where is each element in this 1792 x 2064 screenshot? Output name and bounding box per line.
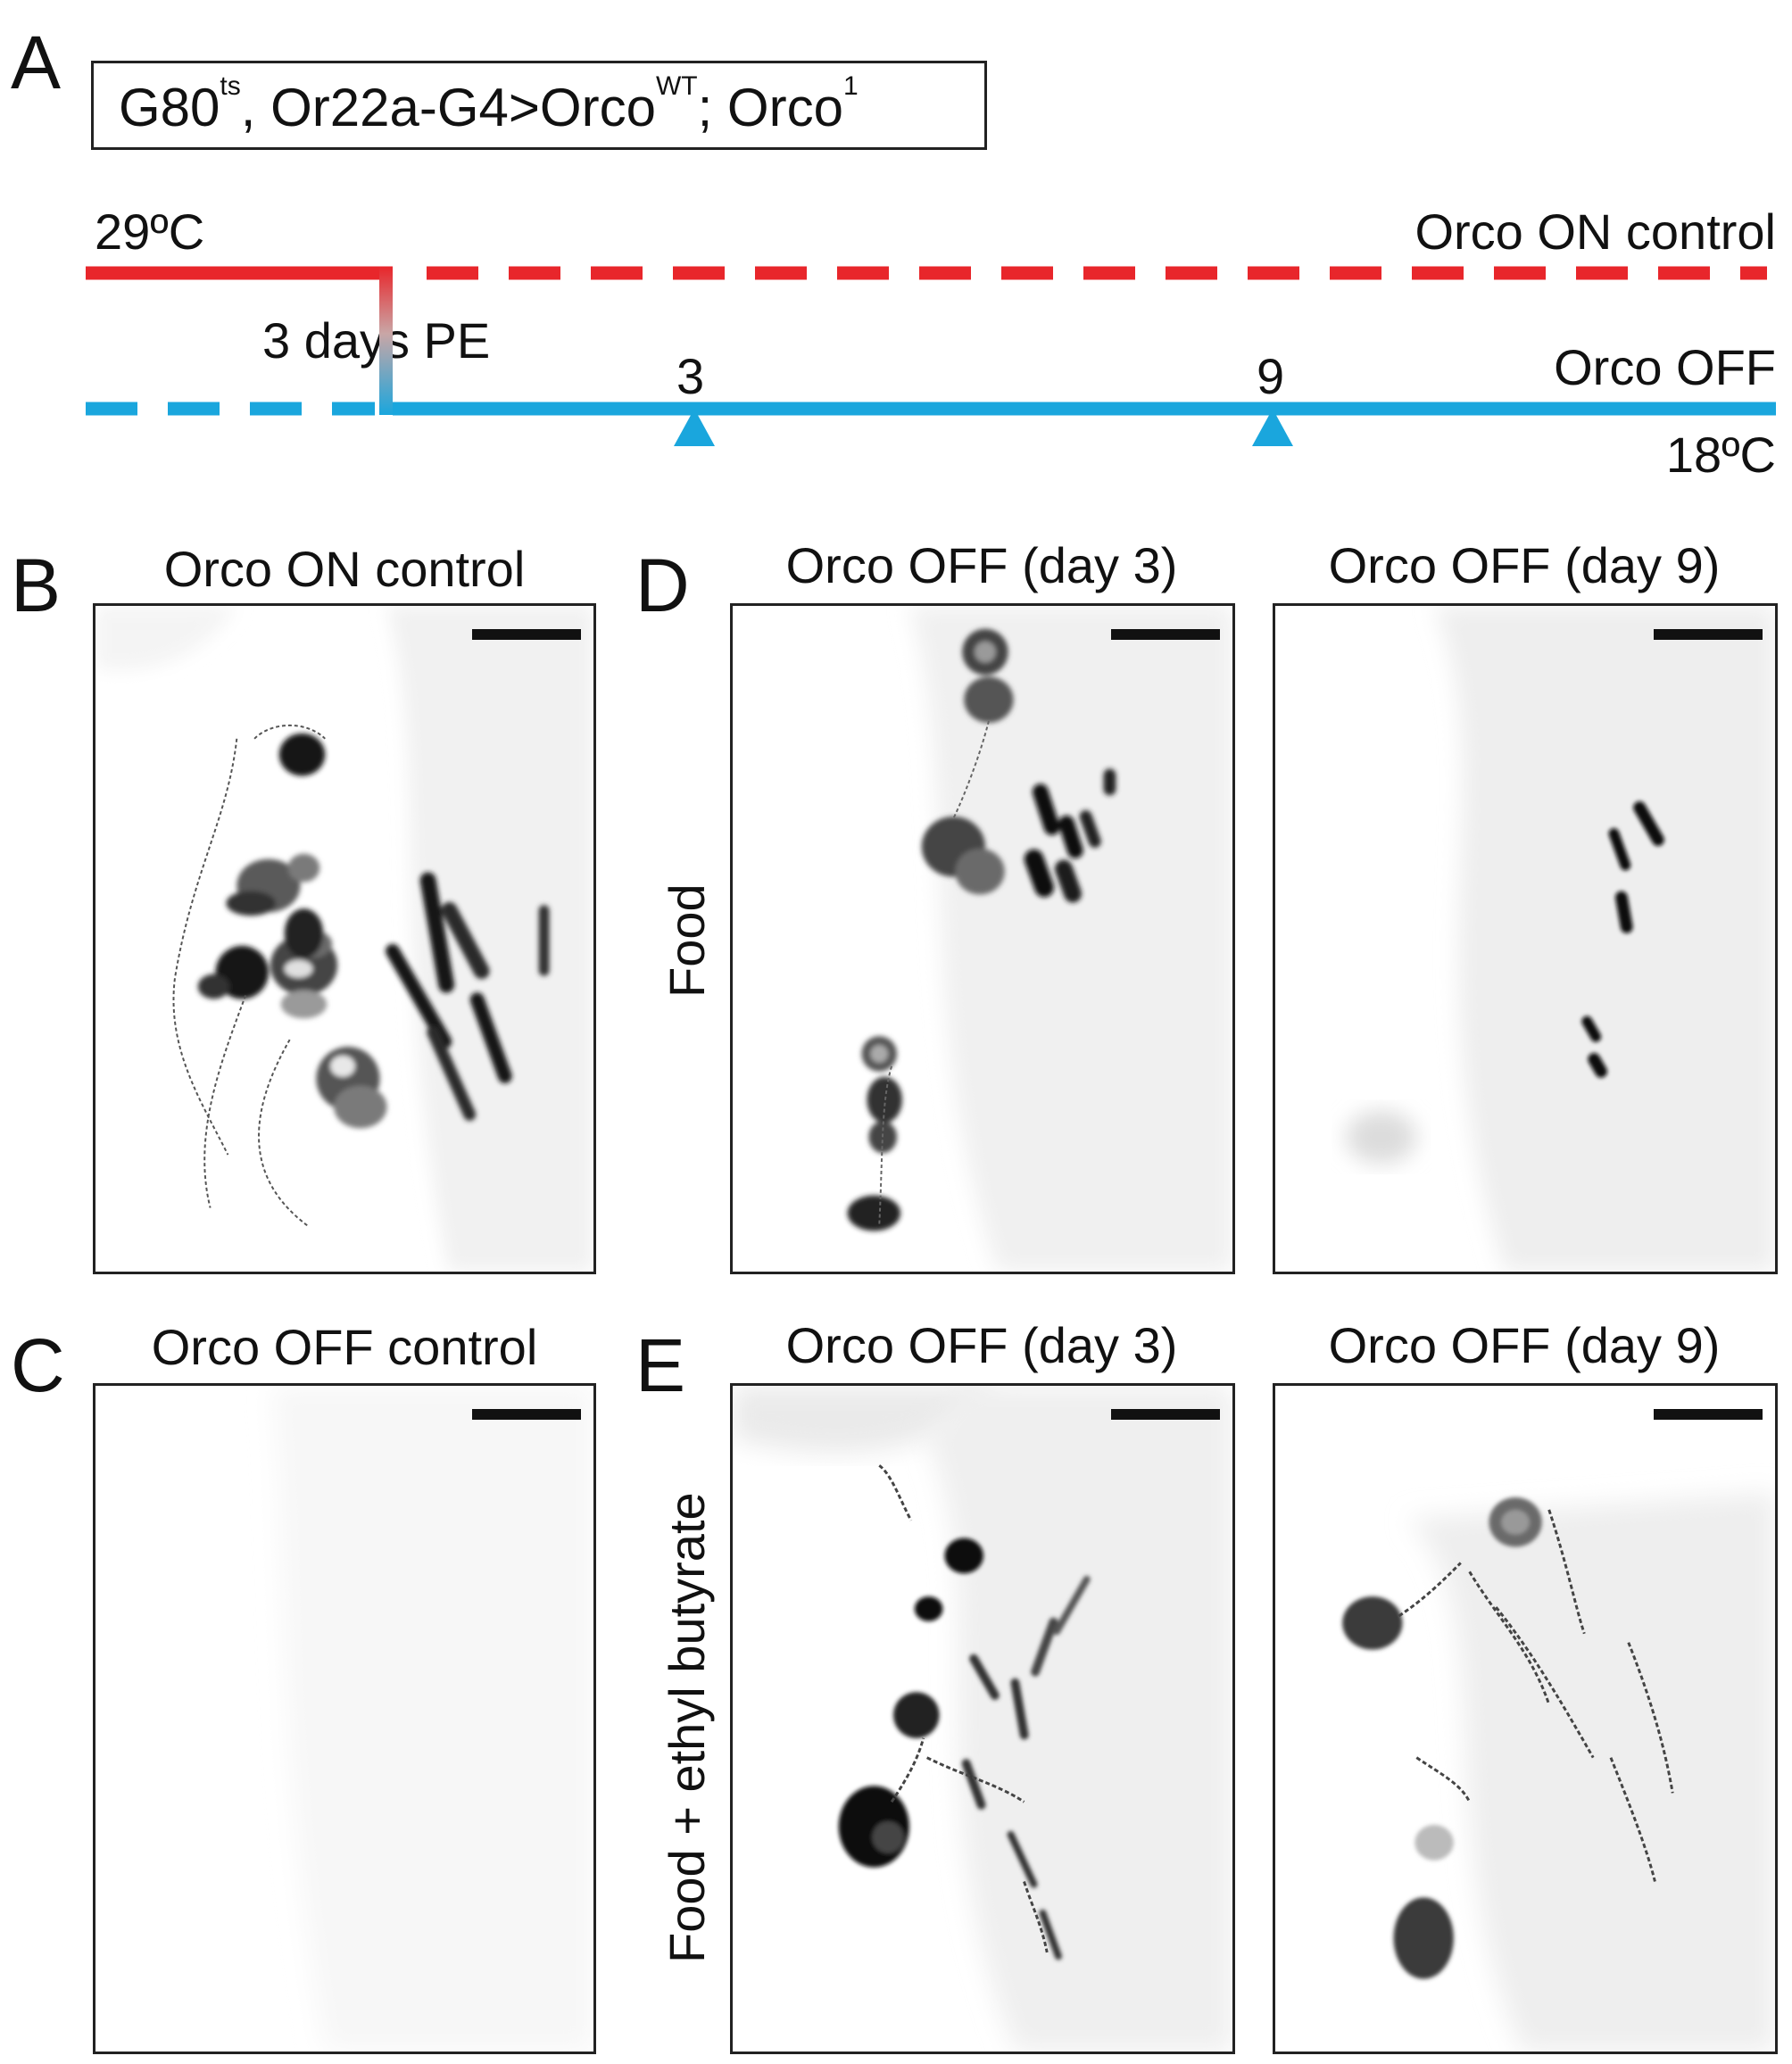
panel-d-left-scale-bar xyxy=(1111,629,1220,640)
temperature-timeline xyxy=(86,266,1776,446)
panel-b-title: Orco ON control xyxy=(163,541,526,597)
genotype-text-3: ; Orco xyxy=(697,78,843,137)
genotype-box: G80ts, Or22a-G4>OrcoWT; Orco1 xyxy=(91,61,987,150)
panel-e-right-scale-bar xyxy=(1654,1409,1763,1420)
marker-label-9: 9 xyxy=(1257,348,1285,404)
panel-e-left-image xyxy=(733,1386,1232,2052)
panel-d-right-image xyxy=(1346,606,1775,1272)
panel-letter-b: B xyxy=(11,543,62,627)
genotype-text-1: G80 xyxy=(119,78,220,137)
panel-d-title-right: Orco OFF (day 9) xyxy=(1328,537,1721,593)
panel-d-row-label: Food xyxy=(659,883,715,998)
panel-c-micrograph xyxy=(93,1383,596,2054)
panel-e-right-micrograph xyxy=(1273,1383,1778,2054)
day-3-marker-icon xyxy=(674,409,715,446)
panel-c-title: Orco OFF control xyxy=(151,1319,538,1375)
panel-e-left-scale-bar xyxy=(1111,1409,1220,1420)
panel-c-image xyxy=(271,1386,593,2052)
genotype-sup-1: ts xyxy=(220,71,241,101)
day-9-marker-icon xyxy=(1252,409,1293,446)
panel-b-micrograph xyxy=(93,603,596,1274)
panel-letter-a: A xyxy=(11,21,62,104)
panel-b-image xyxy=(95,606,593,1272)
panel-d-right-scale-bar xyxy=(1654,629,1763,640)
panel-e-title-left: Orco OFF (day 3) xyxy=(785,1317,1178,1373)
panel-letter-c: C xyxy=(11,1323,65,1407)
panel-letter-d: D xyxy=(635,543,690,627)
panel-d-right-micrograph xyxy=(1273,603,1778,1274)
panel-e-right-image xyxy=(1342,1492,1775,2052)
genotype-sup-2: WT xyxy=(655,71,698,101)
genotype-text-2: , Or22a-G4>Orco xyxy=(240,78,656,137)
shift-label: 3 days PE xyxy=(262,312,491,369)
temp-low-label: 18ºC xyxy=(1665,427,1776,483)
panel-b-scale-bar xyxy=(472,629,581,640)
panel-d-left-micrograph xyxy=(730,603,1235,1274)
genotype-sup-3: 1 xyxy=(842,71,859,101)
panel-letter-e: E xyxy=(635,1323,686,1407)
temperature-shift-step xyxy=(379,267,393,415)
orco-on-control-label: Orco ON control xyxy=(1415,203,1776,260)
panel-d-left-image xyxy=(847,606,1232,1272)
panel-e-title-right: Orco OFF (day 9) xyxy=(1328,1317,1721,1373)
panel-e-left-micrograph xyxy=(730,1383,1235,2054)
marker-label-3: 3 xyxy=(676,348,705,404)
panel-d-title-left: Orco OFF (day 3) xyxy=(785,537,1178,593)
panel-e-row-label: Food + ethyl butyrate xyxy=(659,1492,715,1963)
orco-off-label: Orco OFF xyxy=(1554,339,1776,395)
panel-c-scale-bar xyxy=(472,1409,581,1420)
temp-high-label: 29ºC xyxy=(95,203,205,260)
